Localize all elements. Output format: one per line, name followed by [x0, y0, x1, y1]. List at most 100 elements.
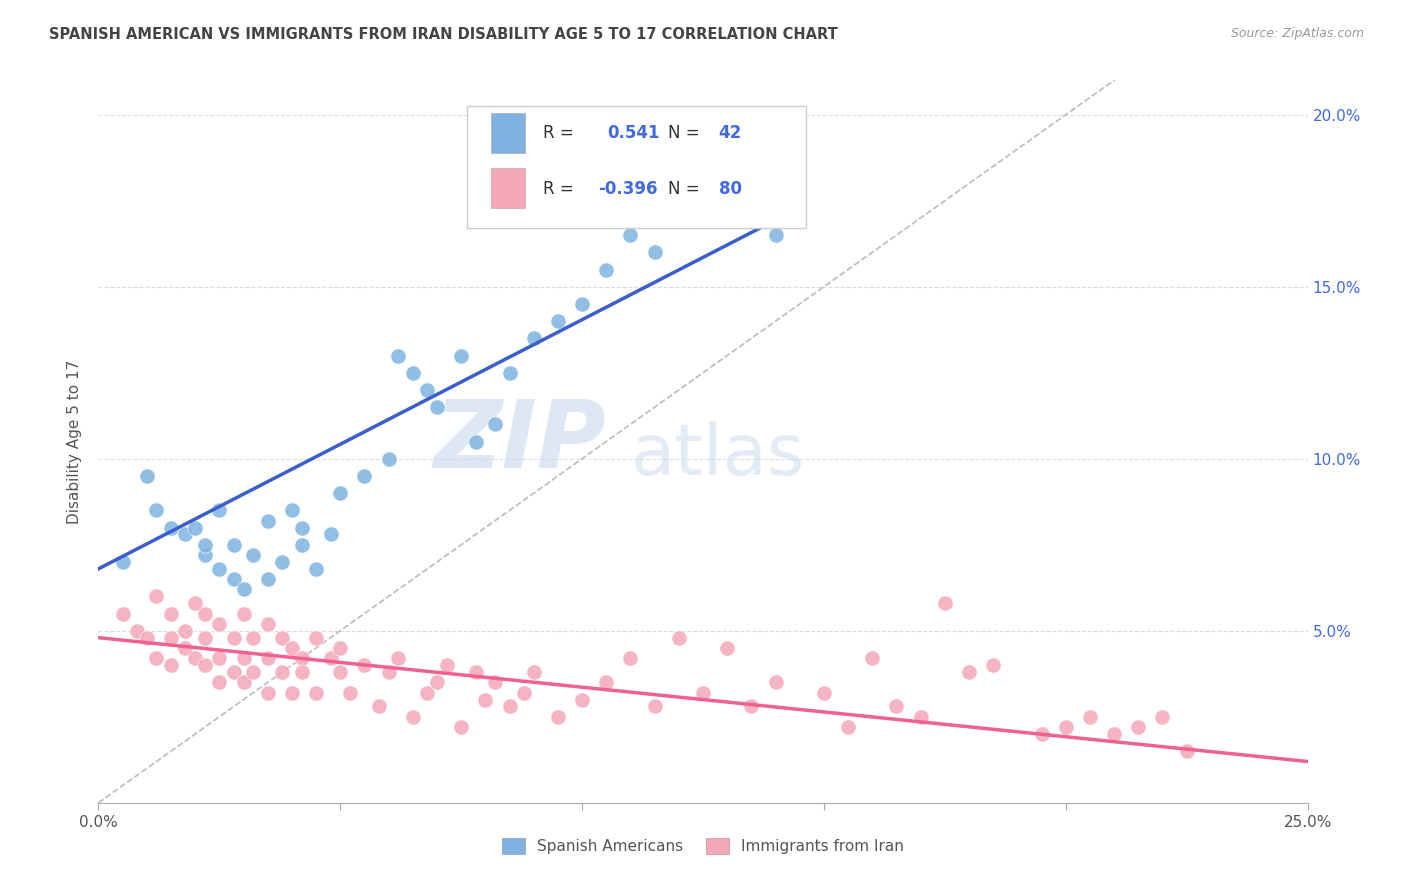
Point: [256, 616, 278, 631]
Point: [256, 651, 278, 665]
Point: [436, 658, 458, 673]
Text: SPANISH AMERICAN VS IMMIGRANTS FROM IRAN DISABILITY AGE 5 TO 17 CORRELATION CHAR: SPANISH AMERICAN VS IMMIGRANTS FROM IRAN…: [49, 27, 838, 42]
Point: [668, 194, 690, 208]
Point: [160, 607, 183, 621]
Point: [387, 651, 409, 665]
Point: [242, 548, 264, 562]
Point: [184, 520, 207, 534]
Point: [184, 596, 207, 610]
Point: [1031, 727, 1053, 741]
Point: [160, 658, 183, 673]
Point: [135, 631, 157, 645]
Point: [305, 631, 328, 645]
Point: [222, 572, 245, 586]
Point: [194, 607, 217, 621]
Point: [329, 486, 352, 500]
Point: [464, 434, 486, 449]
Point: [1102, 727, 1125, 741]
Point: [256, 572, 278, 586]
Point: [644, 245, 666, 260]
Point: [290, 651, 312, 665]
Point: [416, 383, 439, 397]
Y-axis label: Disability Age 5 to 17: Disability Age 5 to 17: [67, 359, 83, 524]
Point: [208, 675, 231, 690]
Text: N =: N =: [668, 124, 700, 142]
Point: [194, 631, 217, 645]
Point: [208, 503, 231, 517]
Point: [174, 640, 197, 655]
Point: [174, 624, 197, 638]
Point: [281, 640, 304, 655]
Point: [208, 651, 231, 665]
Point: [232, 607, 254, 621]
Text: R =: R =: [543, 124, 574, 142]
Point: [571, 692, 593, 706]
Point: [402, 366, 425, 380]
Point: [1128, 720, 1150, 734]
Point: [740, 699, 762, 714]
Point: [886, 699, 908, 714]
Point: [692, 686, 714, 700]
Text: Source: ZipAtlas.com: Source: ZipAtlas.com: [1230, 27, 1364, 40]
Point: [256, 514, 278, 528]
Text: R =: R =: [543, 179, 574, 197]
Point: [232, 675, 254, 690]
Point: [271, 631, 294, 645]
Point: [305, 686, 328, 700]
FancyBboxPatch shape: [492, 169, 526, 208]
Point: [1152, 710, 1174, 724]
Text: 80: 80: [718, 179, 742, 197]
Point: [160, 520, 183, 534]
Point: [387, 349, 409, 363]
Point: [208, 562, 231, 576]
Point: [222, 631, 245, 645]
Point: [127, 624, 149, 638]
Point: [281, 503, 304, 517]
Point: [194, 658, 217, 673]
Point: [319, 527, 342, 541]
Point: [290, 665, 312, 679]
Point: [595, 675, 617, 690]
Point: [290, 520, 312, 534]
Point: [595, 262, 617, 277]
Point: [339, 686, 361, 700]
Point: [368, 699, 391, 714]
Point: [765, 228, 787, 243]
Point: [523, 665, 546, 679]
Point: [426, 675, 449, 690]
Point: [498, 699, 520, 714]
Point: [290, 538, 312, 552]
Point: [281, 686, 304, 700]
Point: [256, 686, 278, 700]
Point: [242, 631, 264, 645]
Point: [377, 665, 399, 679]
Point: [232, 651, 254, 665]
Point: [765, 675, 787, 690]
Point: [619, 651, 641, 665]
Point: [1054, 720, 1077, 734]
Point: [450, 720, 472, 734]
Point: [111, 607, 134, 621]
Point: [111, 555, 134, 569]
Point: [474, 692, 496, 706]
Point: [513, 686, 536, 700]
Point: [981, 658, 1004, 673]
Point: [145, 590, 167, 604]
Point: [319, 651, 342, 665]
Point: [910, 710, 932, 724]
Legend: Spanish Americans, Immigrants from Iran: Spanish Americans, Immigrants from Iran: [496, 832, 910, 860]
Point: [484, 675, 506, 690]
Point: [353, 469, 375, 483]
Point: [498, 366, 520, 380]
Point: [377, 451, 399, 466]
Point: [208, 616, 231, 631]
Point: [668, 631, 690, 645]
Point: [547, 710, 569, 724]
Text: atlas: atlas: [630, 422, 804, 491]
Point: [271, 665, 294, 679]
Point: [619, 228, 641, 243]
Point: [353, 658, 375, 673]
Point: [145, 651, 167, 665]
Point: [837, 720, 859, 734]
FancyBboxPatch shape: [492, 112, 526, 153]
